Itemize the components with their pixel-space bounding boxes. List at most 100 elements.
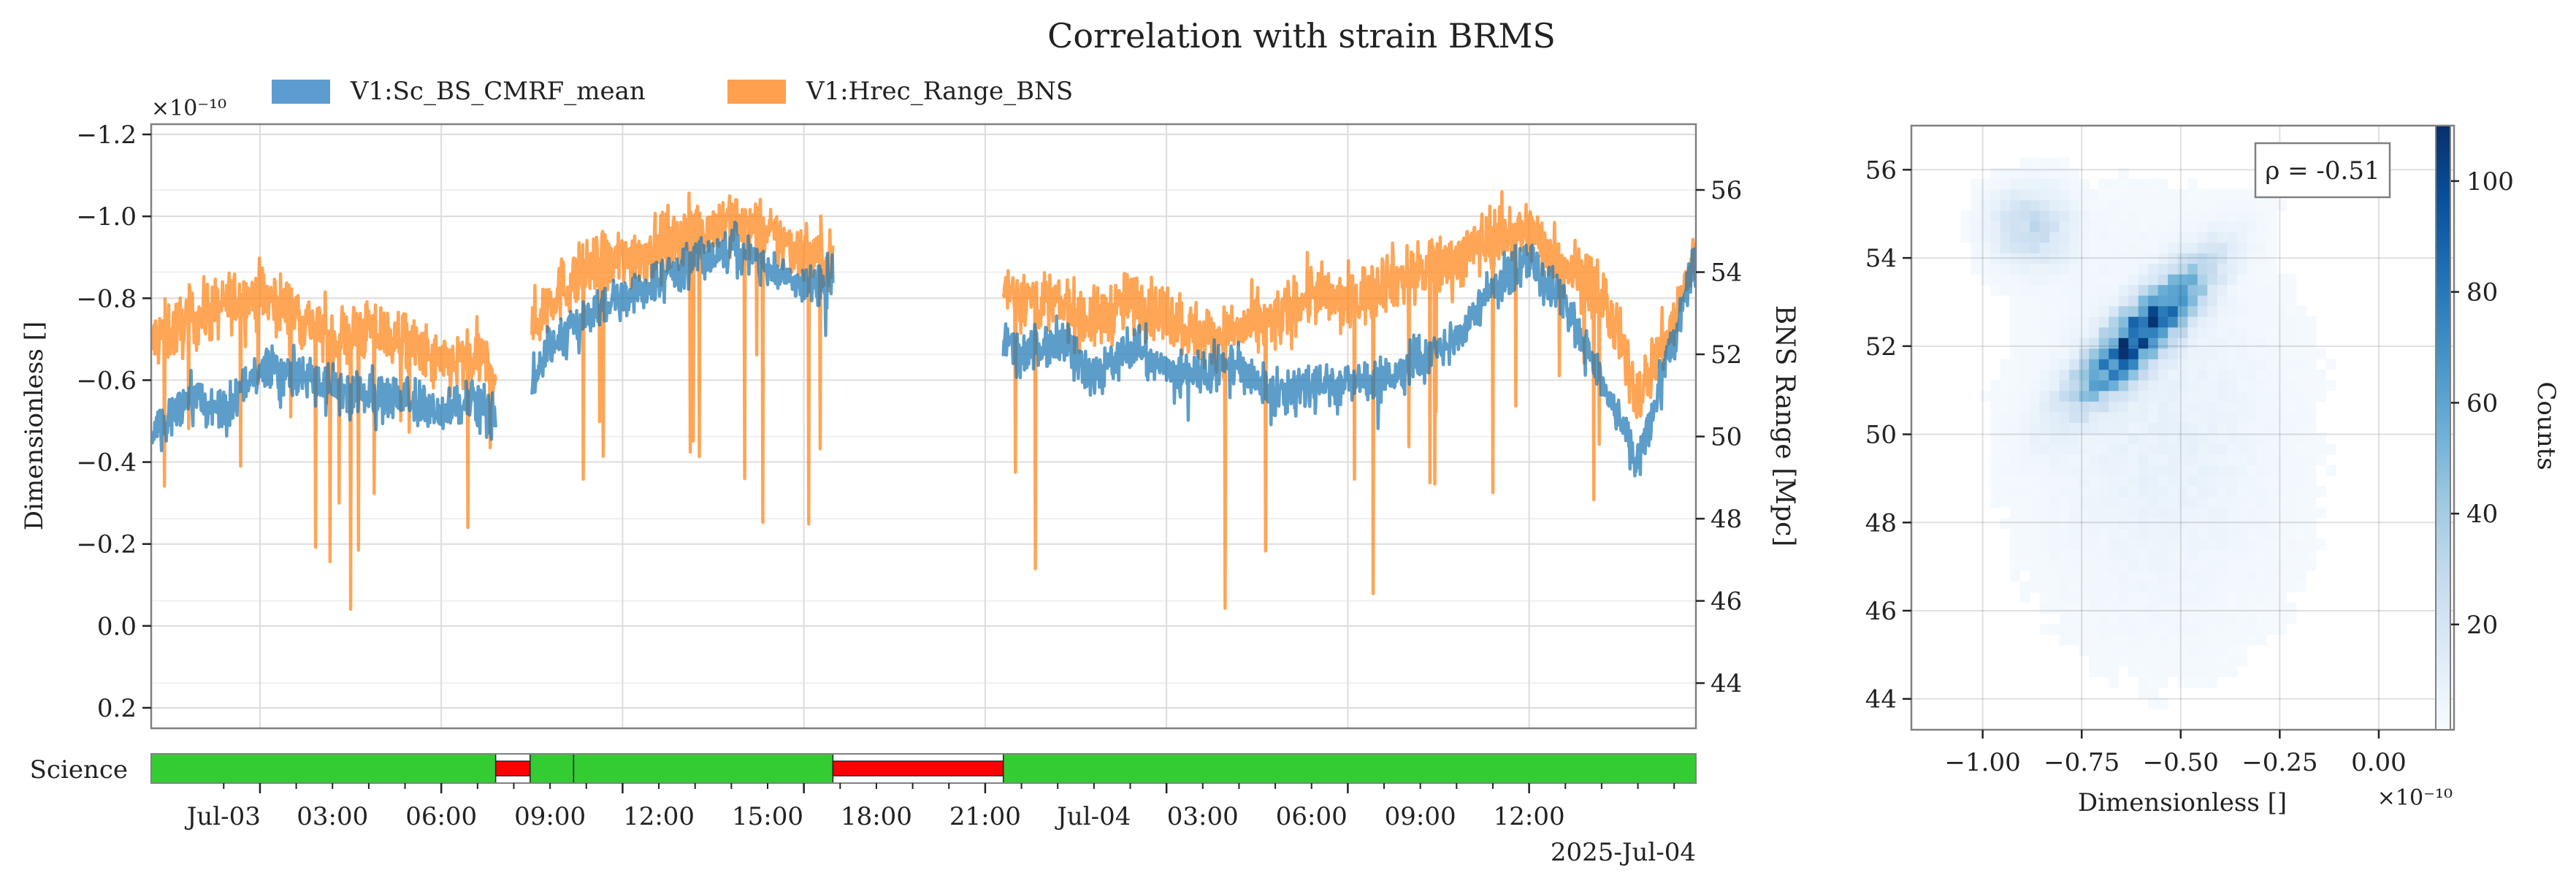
heatmap-cell	[2118, 507, 2129, 519]
heatmap-cell	[2069, 327, 2080, 338]
heatmap-cell	[2168, 242, 2179, 253]
heatmap-cell	[2227, 359, 2238, 370]
heatmap-cell	[2266, 221, 2277, 232]
heatmap-cell	[2118, 178, 2129, 190]
heatmap-cell	[2247, 199, 2258, 211]
heatmap-cell	[1990, 274, 2001, 286]
heatmap-cell	[1971, 232, 1981, 243]
heatmap-cell	[2049, 422, 2060, 434]
heatmap-cell	[2000, 359, 2011, 370]
heatmap-cell	[2168, 316, 2179, 328]
heatmap-cell	[2227, 581, 2238, 592]
heatmap-cell	[2207, 316, 2218, 328]
heatmap-cell	[2247, 263, 2258, 275]
heatmap-cell	[2266, 465, 2277, 476]
heatmap-cell	[2019, 242, 2030, 253]
heatmap-cell	[2039, 486, 2050, 497]
heatmap-cell	[2010, 327, 2021, 338]
figure-title: Correlation with strain BRMS	[1047, 16, 1556, 56]
heatmap-cell	[2266, 613, 2277, 625]
heatmap-cell	[2049, 189, 2060, 201]
heatmap-cell	[2276, 623, 2287, 635]
heatmap-cell	[2148, 253, 2159, 264]
heatmap-cell	[2148, 189, 2159, 201]
heatmap-cell	[2128, 369, 2139, 381]
heatmap-cell	[2227, 348, 2238, 359]
x-date-label: 2025-Jul-04	[1551, 838, 1696, 867]
heatmap-cell	[2079, 560, 2090, 571]
heatmap-cell	[2109, 592, 2120, 603]
heatmap-cell	[2079, 528, 2090, 540]
heatmap-cell	[2306, 411, 2317, 423]
heatmap-cell	[2079, 507, 2090, 519]
heatmap-cell	[2158, 232, 2168, 243]
heatmap-cell	[2059, 465, 2070, 476]
heatmap-cell	[2306, 443, 2317, 455]
heatmap-cell	[2197, 327, 2208, 338]
heatmap-cell	[2030, 189, 2041, 201]
heatmap-cell	[2059, 507, 2070, 519]
heatmap-cell	[2207, 337, 2218, 349]
heatmap-cell	[2109, 284, 2120, 296]
heatmap-cell	[2236, 411, 2247, 423]
heatmap-cell	[2256, 337, 2267, 349]
heatmap-cell	[2148, 305, 2159, 317]
heatmap-cell	[2010, 443, 2021, 455]
heatmap-cell	[2030, 210, 2041, 222]
heatmap-cell	[2266, 263, 2277, 275]
heatmap-cell	[2000, 411, 2011, 423]
heatmap-cell	[2079, 316, 2090, 328]
heatmap-cell	[2128, 623, 2139, 635]
heatmap-cell	[2000, 242, 2011, 253]
heatmap-cell	[2296, 380, 2306, 392]
heatmap-cell	[2049, 592, 2060, 603]
heatmap-cell	[2000, 496, 2011, 508]
heatmap-cell	[2217, 443, 2228, 455]
heatmap-cell	[2010, 168, 2021, 180]
heatmap-cell	[2019, 348, 2030, 359]
heatmap-cell	[2256, 221, 2267, 232]
heatmap-cell	[2010, 496, 2021, 508]
heatmap-cell	[2187, 432, 2198, 444]
x-tick-label: 21:00	[949, 802, 1021, 831]
heatmap-y-tick-label: 52	[1865, 332, 1897, 362]
heatmap-cell	[2079, 592, 2090, 603]
heatmap-cell	[2286, 528, 2297, 540]
heatmap-cell	[2256, 443, 2267, 455]
heatmap-cell	[2128, 528, 2139, 540]
heatmap-cell	[2197, 454, 2208, 465]
heatmap-cell	[2187, 465, 2198, 476]
heatmap-cell	[2207, 549, 2218, 561]
heatmap-cell	[2010, 316, 2021, 328]
heatmap-cell	[2148, 401, 2159, 413]
heatmap-cell	[2030, 432, 2041, 444]
heatmap-cell	[2128, 602, 2139, 614]
heatmap-cell	[2059, 623, 2070, 635]
heatmap-cell	[2227, 316, 2238, 328]
heatmap-cell	[2207, 676, 2218, 688]
heatmap-cell	[2158, 698, 2168, 709]
heatmap-cell	[2010, 242, 2021, 253]
heatmap-cell	[2138, 602, 2149, 614]
heatmap-cell	[2138, 189, 2149, 201]
heatmap-cell	[2148, 571, 2159, 582]
heatmap-cell	[2256, 295, 2267, 307]
heatmap-cell	[2247, 507, 2258, 519]
heatmap-cell	[2207, 443, 2218, 455]
heatmap-cell	[2207, 263, 2218, 275]
heatmap-cell	[2276, 517, 2287, 529]
heatmap-cell	[2010, 422, 2021, 434]
heatmap-cell	[2098, 613, 2109, 625]
x-tick-label: 03:00	[297, 802, 368, 831]
heatmap-cell	[2227, 454, 2238, 465]
heatmap-cell	[2217, 592, 2228, 603]
heatmap-cell	[2059, 401, 2070, 413]
heatmap-cell	[2217, 634, 2228, 646]
heatmap-cell	[2138, 432, 2149, 444]
heatmap-cell	[2158, 486, 2168, 497]
heatmap-cell	[2079, 274, 2090, 286]
heatmap-cell	[2236, 390, 2247, 402]
heatmap-cell	[2168, 369, 2179, 381]
x-tick-label: 12:00	[1494, 802, 1565, 831]
